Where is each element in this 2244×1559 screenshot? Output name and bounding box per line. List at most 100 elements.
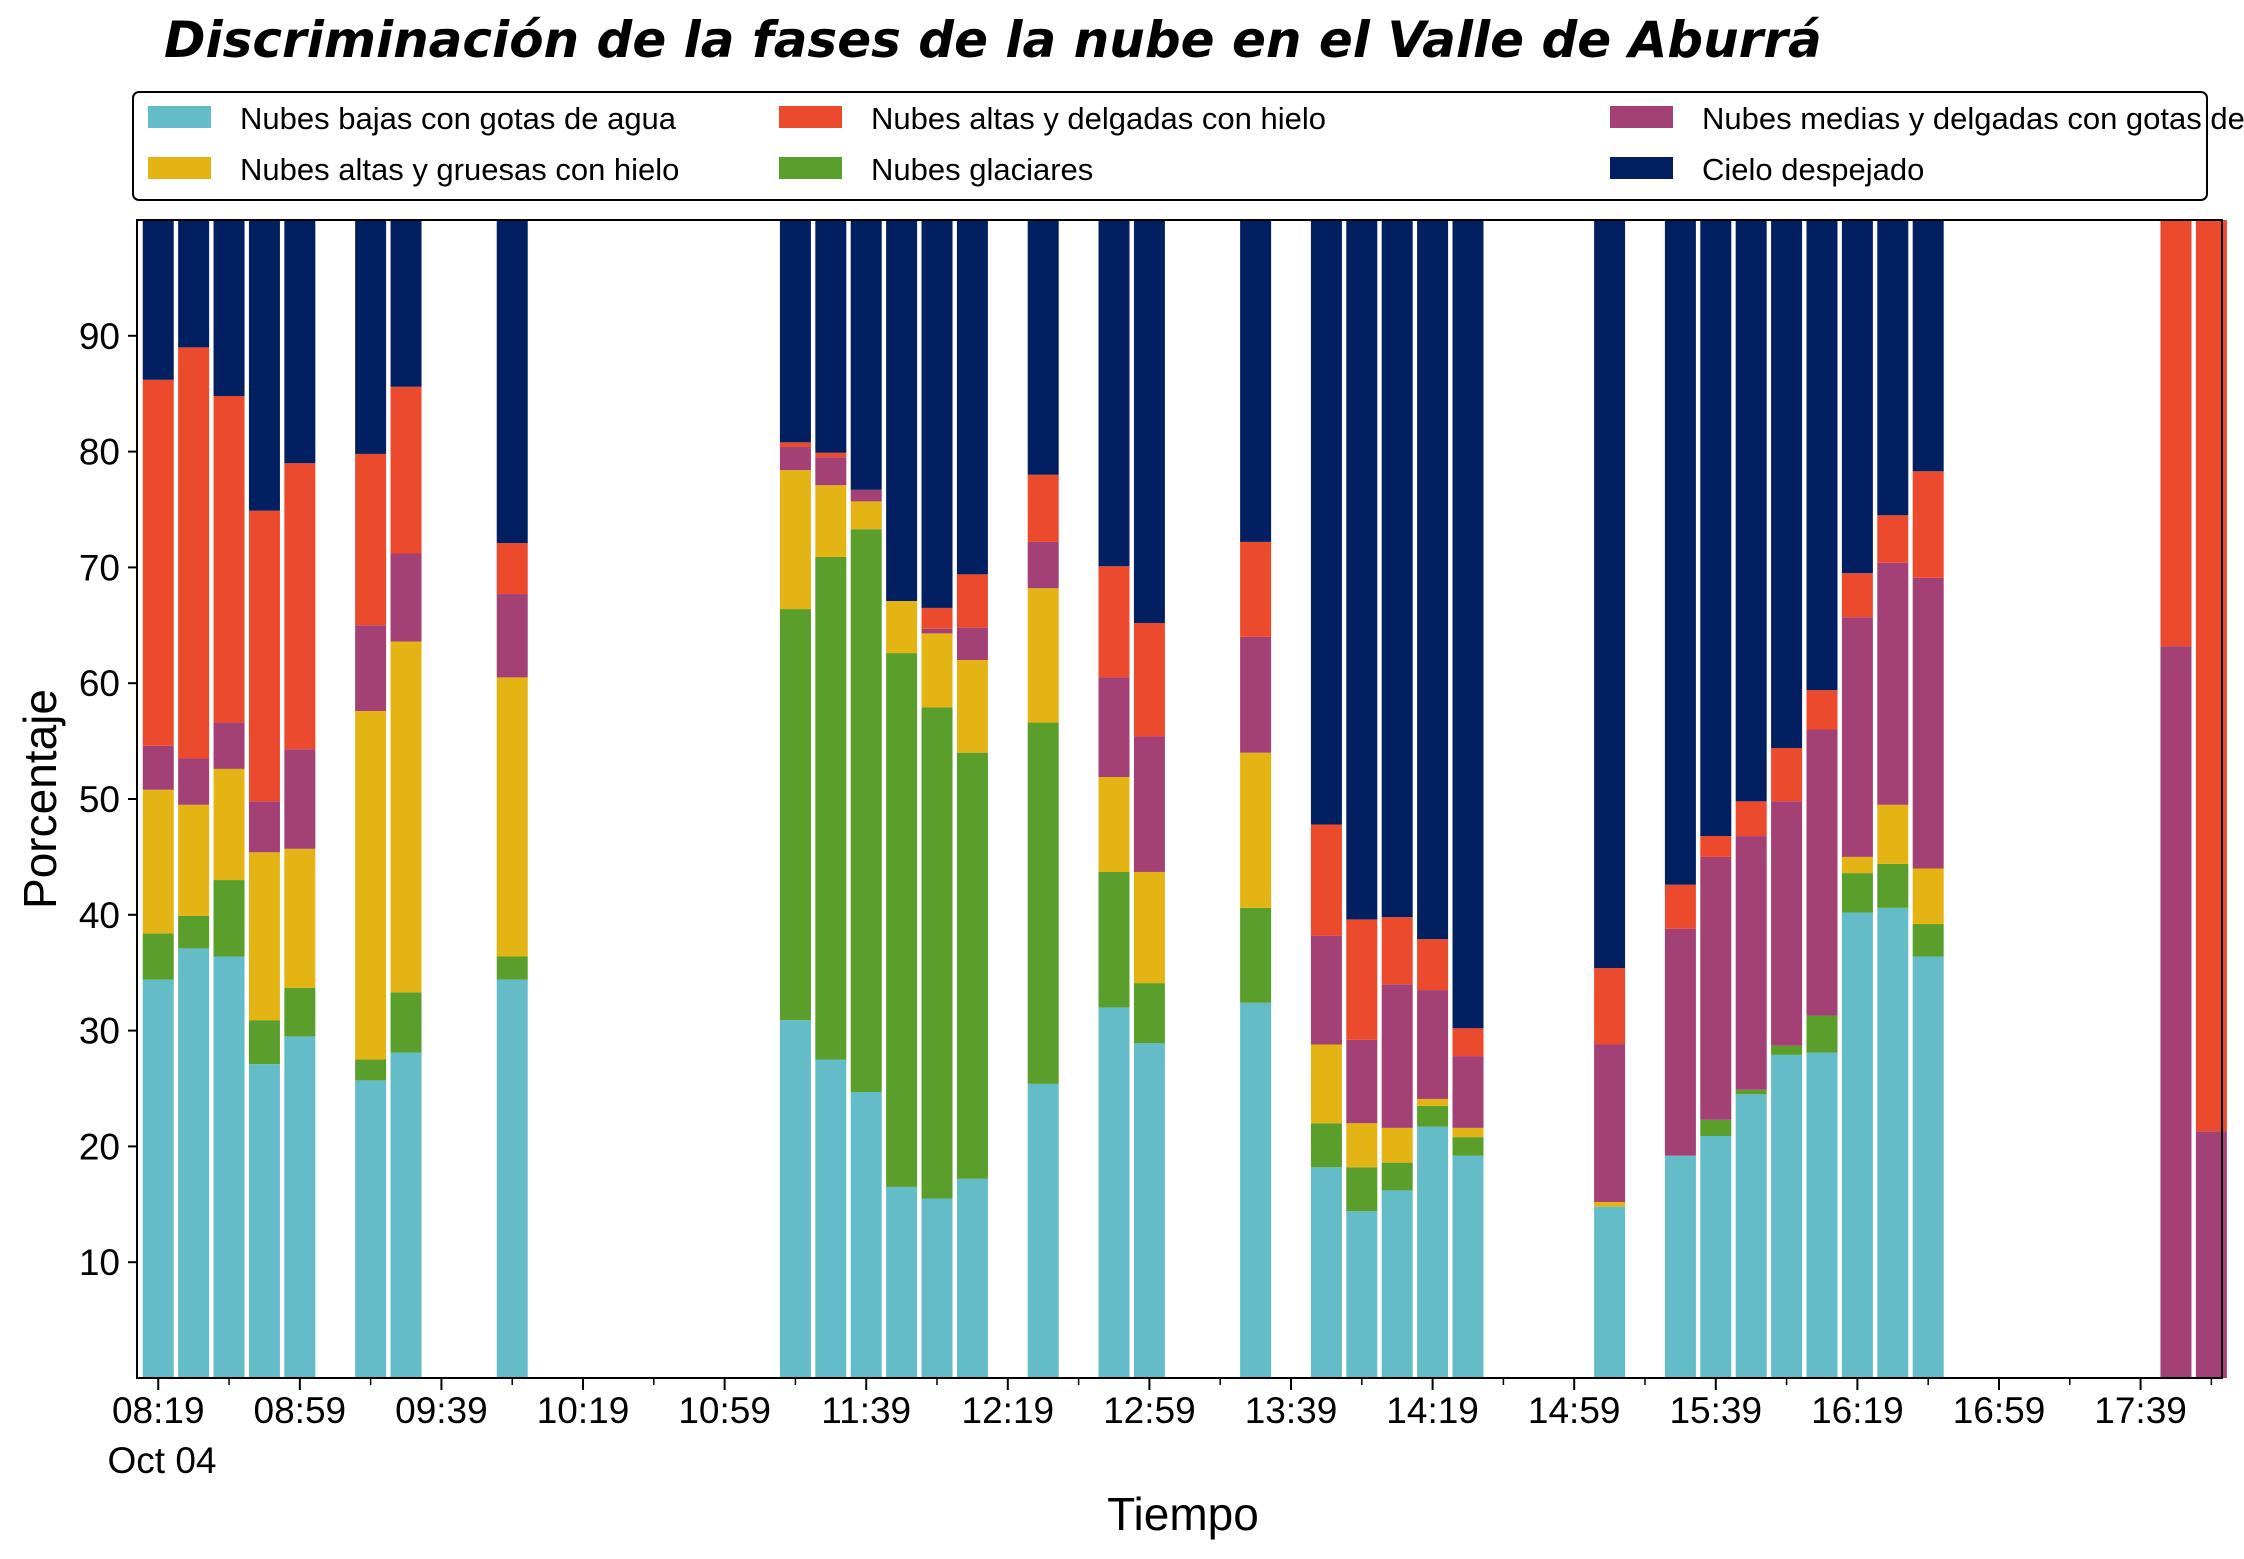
- bar-segment-20-2: [1381, 1127, 1413, 1163]
- bar-segment-8-0: [779, 1020, 811, 1378]
- bar-segment-19-0: [1346, 1211, 1378, 1378]
- bar-segment-1-5: [178, 220, 210, 348]
- bar-segment-32-4: [2160, 220, 2192, 647]
- bar-segment-0-4: [142, 379, 174, 746]
- bar-segment-15-5: [1098, 220, 1130, 567]
- x-tick-label: 13:39: [1245, 1390, 1338, 1431]
- legend-label: Nubes medias y delgadas con gotas de agu…: [1702, 101, 2244, 136]
- bar-segment-10-5: [850, 220, 882, 490]
- bar-segment-21-1: [1417, 1105, 1449, 1127]
- bar-segment-6-4: [390, 386, 422, 554]
- bar-segment-12-0: [921, 1198, 953, 1378]
- bar-segment-9-5: [815, 220, 847, 453]
- legend-label: Nubes altas y gruesas con hielo: [240, 152, 679, 187]
- bar-segment-3-1: [248, 1020, 280, 1065]
- bar-segment-32-3: [2160, 646, 2192, 1378]
- bar-segment-27-1: [1771, 1045, 1803, 1055]
- bar-segment-14-2: [1027, 588, 1059, 723]
- bar-segment-29-5: [1841, 220, 1873, 574]
- bar-segment-7-4: [496, 543, 528, 595]
- bar-segment-13-2: [956, 660, 988, 753]
- bar-segment-2-0: [213, 956, 245, 1378]
- bar-segment-16-1: [1133, 983, 1165, 1044]
- bar-segment-11-0: [886, 1186, 918, 1378]
- y-axis: 10 20 30 40 50 60 70 80 90: [79, 316, 137, 1283]
- bar-segment-4-1: [284, 987, 316, 1037]
- bar-segment-29-2: [1841, 856, 1873, 874]
- bar-segment-22-0: [1452, 1155, 1484, 1378]
- bar-segment-29-3: [1841, 617, 1873, 857]
- bar-segment-2-3: [213, 722, 245, 769]
- bar-segment-25-5: [1700, 220, 1732, 837]
- bar-segment-27-5: [1771, 220, 1803, 749]
- bar-segment-3-3: [248, 801, 280, 853]
- y-tick-label: 30: [79, 1011, 120, 1052]
- bar-segment-10-2: [850, 501, 882, 530]
- bar-segment-10-0: [850, 1091, 882, 1378]
- plot-frame: [136, 219, 2223, 1379]
- bar-segment-18-1: [1310, 1123, 1342, 1168]
- bar-segment-9-3: [815, 457, 847, 486]
- bar-segment-24-4: [1664, 884, 1696, 929]
- bar-segment-15-1: [1098, 871, 1130, 1008]
- bar-segment-0-0: [142, 979, 174, 1378]
- legend-swatch: [779, 106, 842, 128]
- bar-segment-17-4: [1240, 541, 1272, 637]
- bar-segment-4-5: [284, 220, 316, 464]
- bar-segment-0-1: [142, 933, 174, 980]
- bar-segment-21-3: [1417, 990, 1449, 1099]
- bar-segment-14-0: [1027, 1083, 1059, 1378]
- bar-segment-22-3: [1452, 1056, 1484, 1128]
- bar-segment-13-1: [956, 752, 988, 1179]
- legend-label: Nubes bajas con gotas de agua: [240, 101, 677, 136]
- bar-segment-17-0: [1240, 1002, 1272, 1378]
- bar-segment-12-2: [921, 633, 953, 708]
- plot-area: [136, 219, 2227, 1379]
- bar-segment-15-2: [1098, 777, 1130, 872]
- bar-segment-31-3: [1912, 577, 1944, 869]
- bar-segment-7-0: [496, 979, 528, 1378]
- bar-segment-16-4: [1133, 622, 1165, 737]
- bar-segment-3-2: [248, 852, 280, 1021]
- bar-segment-15-3: [1098, 677, 1130, 777]
- bar-segment-21-5: [1417, 220, 1449, 940]
- bar-segment-20-5: [1381, 220, 1413, 918]
- bar-segment-26-3: [1735, 836, 1767, 1090]
- bar-segment-13-0: [956, 1178, 988, 1378]
- legend-swatch: [148, 157, 211, 179]
- x-tick-label: 16:59: [1953, 1390, 2046, 1431]
- legend-swatch: [779, 157, 842, 179]
- legend-swatch: [1610, 157, 1673, 179]
- bar-segment-17-1: [1240, 907, 1272, 1003]
- bar-segment-9-1: [815, 556, 847, 1060]
- bar-segment-23-0: [1594, 1206, 1626, 1378]
- x-tick-label: 12:19: [962, 1390, 1055, 1431]
- bar-segment-23-2: [1594, 1201, 1626, 1207]
- bar-segment-13-3: [956, 627, 988, 661]
- bar-segment-29-0: [1841, 912, 1873, 1378]
- bar-segment-27-3: [1771, 801, 1803, 1046]
- x-axis-label: Tiempo: [1107, 1488, 1259, 1540]
- bar-segment-24-0: [1664, 1155, 1696, 1378]
- chart-title: Discriminación de la fases de la nube en…: [164, 11, 1822, 69]
- bar-segment-4-0: [284, 1036, 316, 1378]
- bar-segment-27-0: [1771, 1054, 1803, 1378]
- bar-segment-21-2: [1417, 1098, 1449, 1106]
- legend-swatch: [148, 106, 211, 128]
- bar-segment-20-0: [1381, 1190, 1413, 1378]
- bar-segment-6-2: [390, 641, 422, 993]
- bar-segment-15-0: [1098, 1007, 1130, 1378]
- bar-segment-7-1: [496, 956, 528, 980]
- bar-segment-20-4: [1381, 917, 1413, 985]
- bar-segment-4-4: [284, 463, 316, 750]
- x-tick-label: 10:19: [537, 1390, 630, 1431]
- bar-segment-8-2: [779, 470, 811, 610]
- bar-segment-19-4: [1346, 919, 1378, 1040]
- bar-segment-12-4: [921, 607, 953, 629]
- bar-segment-23-5: [1594, 220, 1626, 969]
- y-tick-label: 50: [79, 779, 120, 820]
- bar-segment-18-2: [1310, 1044, 1342, 1124]
- y-tick-label: 80: [79, 432, 120, 473]
- bar-segment-30-2: [1877, 804, 1909, 864]
- bar-segment-23-4: [1594, 968, 1626, 1045]
